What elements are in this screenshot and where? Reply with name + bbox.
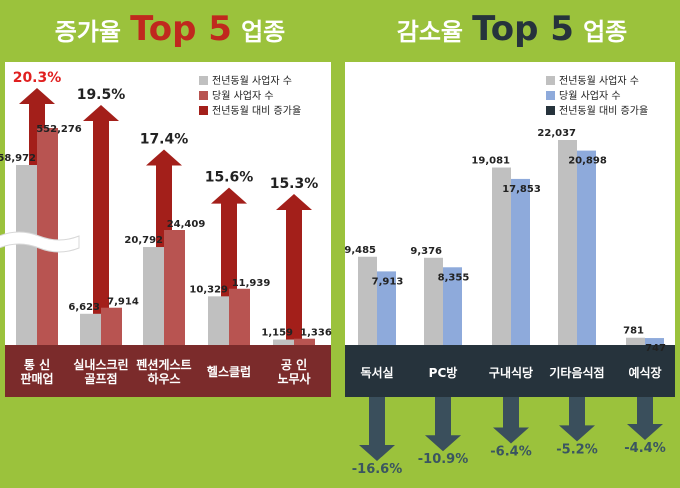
bar-current-month (229, 288, 250, 345)
bar-current-month (577, 150, 596, 345)
rate-label: 15.3% (270, 176, 319, 192)
axis-break-mark (0, 231, 80, 253)
category-label: 헬스클럽 (207, 364, 251, 379)
bar-prev-year (143, 247, 164, 345)
rate-arrow-down (425, 397, 461, 452)
bar-value-label: 781 (623, 326, 644, 337)
rate-label: 17.4% (140, 131, 189, 147)
bar-current-month (101, 307, 122, 345)
legend-swatch-rate (546, 106, 555, 115)
bar-current-month (377, 271, 396, 345)
bar-value-label: 6,623 (68, 302, 100, 313)
category-label: 펜션게스트 (136, 357, 191, 372)
category-label: 예식장 (628, 365, 661, 380)
category-label: 판매업 (20, 371, 53, 386)
category-label: 기타음식점 (549, 365, 604, 380)
left-legend: 전년동월 사업자 수 당월 사업자 수 전년동월 대비 증가율 (199, 74, 301, 117)
legend-label-rate: 전년동월 대비 증가율 (212, 105, 301, 117)
category-label: 하우스 (147, 371, 180, 386)
bar-value-label: 8,355 (438, 272, 470, 283)
category-label: PC방 (429, 365, 458, 380)
legend-label-prev: 전년동월 사업자 수 (559, 74, 639, 87)
bar-value-label: 20,792 (124, 235, 163, 246)
bar-value-label: 9,485 (344, 245, 376, 256)
category-label: 구내식당 (489, 365, 533, 380)
bar-prev-year (273, 339, 294, 345)
left-chart-marks: 20.3% 19.5% 17.4% 15.6% 15.3% 458,972 552,276 6… (0, 70, 332, 386)
rate-arrow-down (559, 397, 595, 442)
bar-current-month (645, 338, 664, 345)
bar-value-label: 22,037 (537, 128, 576, 139)
legend-swatch-curr (546, 91, 555, 100)
category-label: 골프점 (84, 371, 117, 386)
legend-label-curr: 당월 사업자 수 (212, 89, 274, 102)
rate-arrow-down (627, 397, 663, 440)
bar-current-month (443, 267, 462, 345)
right-legend: 전년동월 사업자 수 당월 사업자 수 전년동월 대비 증가율 (546, 74, 648, 117)
left-category-band (5, 345, 331, 397)
bar-value-label: 747 (645, 343, 666, 354)
left-title: 증가율 Top 5 업종 (55, 9, 285, 49)
category-label: 노무사 (277, 371, 310, 386)
bar-value-label: 20,898 (568, 156, 607, 167)
bar-value-label: 19,081 (471, 155, 510, 166)
bar-current-month (164, 230, 185, 345)
category-label: 통 신 (24, 357, 50, 372)
legend-label-curr: 당월 사업자 수 (559, 89, 621, 102)
legend-swatch-prev (199, 76, 208, 85)
bar-current-month (511, 178, 530, 345)
rate-label: 20.3% (13, 70, 62, 86)
bar-prev-year (358, 256, 377, 345)
category-label: 독서실 (360, 365, 393, 380)
rate-label: -6.4% (490, 444, 531, 459)
bar-prev-year (424, 257, 443, 345)
rate-label: 19.5% (77, 87, 126, 103)
right-chart-marks: 9,485 7,913 독서실 9,376 8,355 PC방 19,081 17,853 구내… (344, 128, 666, 477)
rate-arrow-up (276, 194, 312, 345)
bar-value-label: 1,159 (261, 328, 293, 339)
legend-swatch-prev (546, 76, 555, 85)
rate-label: -16.6% (352, 462, 403, 477)
category-label: 실내스크린 (73, 357, 128, 372)
rate-label: -10.9% (418, 452, 469, 467)
bar-value-label: 458,972 (0, 153, 36, 164)
bar-prev-year (80, 313, 101, 345)
bar-value-label: 7,914 (107, 297, 139, 308)
rate-label: -5.2% (556, 442, 597, 457)
right-category-band (345, 345, 675, 397)
bar-value-label: 7,913 (372, 276, 404, 287)
bar-value-label: 17,853 (502, 184, 541, 195)
category-label: 공 인 (281, 357, 307, 372)
rate-arrow-down (493, 397, 529, 444)
right-title: 감소율 Top 5 업종 (397, 9, 627, 49)
bar-value-label: 552,276 (36, 124, 82, 135)
legend-label-rate: 전년동월 대비 증가율 (559, 105, 648, 117)
bar-prev-year (16, 165, 37, 345)
bar-current-month (37, 128, 58, 345)
bar-prev-year (626, 337, 645, 345)
bar-prev-year (492, 167, 511, 345)
bar-value-label: 9,376 (410, 246, 442, 257)
rate-arrow-up (211, 187, 247, 345)
legend-swatch-rate (199, 106, 208, 115)
rate-arrow-down (359, 397, 395, 461)
bar-value-label: 11,939 (232, 278, 271, 289)
legend-label-prev: 전년동월 사업자 수 (212, 74, 292, 87)
bar-prev-year (558, 140, 577, 345)
rate-arrow-up (83, 104, 119, 346)
rate-label: -4.4% (624, 441, 665, 456)
rate-label: 15.6% (205, 170, 254, 186)
bar-current-month (294, 338, 315, 345)
bar-value-label: 1,336 (300, 328, 332, 339)
bar-prev-year (208, 296, 229, 345)
bar-value-label: 10,329 (189, 284, 228, 295)
bar-value-label: 24,409 (167, 219, 206, 230)
legend-swatch-curr (199, 91, 208, 100)
